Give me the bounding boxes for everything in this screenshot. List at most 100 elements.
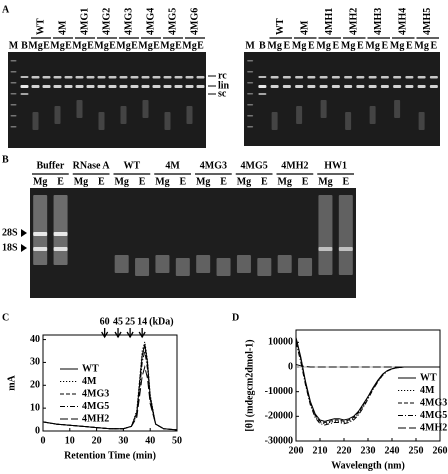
lane-label: E [109, 40, 116, 51]
gel-band [271, 112, 278, 130]
x-tick-label: 0 [41, 435, 46, 446]
size-marker-label: 60 [100, 316, 110, 327]
legend-label: 4MH2 [420, 422, 447, 433]
x-tick-label: 30 [118, 435, 128, 446]
gel-band [53, 195, 68, 265]
gel-band [296, 106, 303, 124]
gel-band [247, 115, 254, 117]
gel-band [429, 76, 438, 79]
x-tick-label: 230 [361, 445, 376, 456]
gel-band [380, 76, 389, 79]
gel-band [20, 76, 29, 78]
x-tick-label: 40 [145, 435, 155, 446]
legend-label: 4MG3 [82, 388, 109, 399]
gel-band [196, 76, 205, 79]
gel-band [318, 247, 333, 251]
y-tick-label: 30 [30, 357, 40, 368]
gel-band [64, 85, 73, 88]
gel-image [244, 52, 440, 146]
legend-label: WT [420, 372, 437, 383]
gel-band [405, 85, 414, 88]
lane-label: Mg [414, 40, 428, 51]
x-tick-label: 250 [409, 445, 424, 456]
gel-band [393, 76, 402, 79]
lane-label: Mg [50, 40, 64, 51]
gel-band [53, 232, 68, 236]
gel-band [31, 85, 40, 88]
size-marker-unit: (kDa) [149, 316, 173, 327]
legend-label: 4MH2 [82, 413, 109, 424]
gel-band [10, 82, 17, 84]
group-label: 4M [165, 160, 180, 171]
y-tick-label: -10000 [265, 386, 293, 397]
lane-label: M [245, 40, 255, 51]
size-marker-label: 45 [113, 316, 123, 327]
lane-label: E [431, 40, 438, 51]
lane-label: Mg [160, 40, 174, 51]
gel-band [64, 76, 73, 79]
gel-band [247, 60, 254, 62]
gel-image [30, 188, 356, 298]
gel-band [54, 106, 61, 124]
lane-label: Mg [365, 40, 379, 51]
group-label: 4MG4 [145, 8, 156, 35]
legend-label: 4MG3 [420, 397, 447, 408]
x-axis-label: Retention Time (min) [64, 450, 156, 461]
group-label: 4MH5 [422, 8, 433, 35]
lane-label: Mg [318, 176, 332, 187]
gel-band [174, 76, 183, 79]
gel-band [247, 126, 254, 128]
lane-label: Mg [28, 40, 42, 51]
gel-band [196, 85, 205, 88]
lane-label: Mg [390, 40, 404, 51]
gel-band [97, 85, 106, 88]
gel-band [331, 76, 340, 79]
gel-band [247, 104, 254, 106]
legend-label: 4MG5 [82, 401, 109, 412]
legend-label: WT [82, 363, 99, 374]
lane-label: Mg [138, 40, 152, 51]
gel-band [298, 258, 313, 276]
gel-band [258, 93, 267, 95]
lane-label: E [57, 176, 64, 187]
gel-band [33, 247, 48, 251]
series-line [42, 343, 178, 431]
size-marker-arrow [101, 328, 109, 339]
gel-band [295, 85, 304, 88]
lane-label: E [261, 176, 268, 187]
lane-label: E [175, 40, 182, 51]
x-tick-label: 210 [313, 445, 328, 456]
gel-band [20, 85, 29, 88]
gel-band [277, 255, 292, 273]
lane-label: E [382, 40, 389, 51]
lane-label: Mg [196, 176, 210, 187]
y-tick-label: -30000 [265, 435, 293, 446]
gel-band [10, 104, 17, 106]
series-line [295, 342, 440, 426]
gel-band [53, 85, 62, 88]
gel-band [236, 255, 251, 273]
gel-band [417, 76, 426, 79]
lane-label: E [308, 40, 315, 51]
gel-band [174, 85, 183, 88]
gel-band [319, 85, 328, 88]
group-label: 4MH1 [324, 8, 335, 35]
marker-label: lin [218, 80, 230, 91]
legend-label: 4M [82, 376, 97, 387]
x-tick-label: 20 [92, 435, 102, 446]
x-axis-label: Wavelength (nm) [331, 460, 405, 471]
gel-band [163, 76, 172, 79]
lane-label: Mg [292, 40, 306, 51]
gel-band [164, 112, 171, 130]
gel-band [417, 85, 426, 88]
gel-band [10, 60, 17, 62]
lane-label: E [98, 176, 105, 187]
group-label: 4MH2 [281, 160, 308, 171]
gel-band [394, 100, 401, 118]
group-label: RNase A [73, 160, 111, 171]
lane-label: Mg [72, 40, 86, 51]
lane-label: Mg [74, 176, 88, 187]
gel-band [270, 85, 279, 88]
panel-label: D [232, 312, 239, 323]
